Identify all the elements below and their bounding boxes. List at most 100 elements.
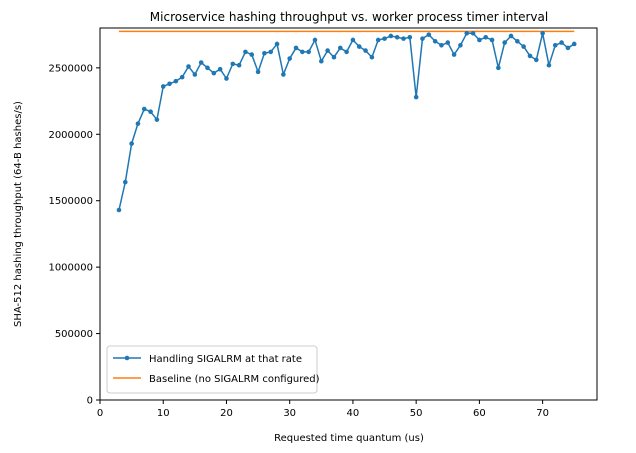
data-point xyxy=(464,31,470,36)
data-point xyxy=(350,37,356,43)
data-point xyxy=(420,36,425,41)
data-point xyxy=(122,179,128,185)
data-point xyxy=(224,76,229,81)
data-point xyxy=(458,42,463,48)
plot-frame xyxy=(99,27,598,401)
x-tick-label: 20 xyxy=(220,408,233,419)
data-point xyxy=(388,33,394,39)
data-point xyxy=(331,54,337,60)
data-point xyxy=(521,44,526,49)
data-point xyxy=(534,57,539,63)
legend-label: Handling SIGALRM at that rate xyxy=(149,354,302,365)
data-point xyxy=(382,36,387,41)
data-point xyxy=(344,49,349,55)
data-point xyxy=(211,70,217,76)
x-tick-label: 10 xyxy=(157,408,170,419)
data-point xyxy=(363,48,368,53)
data-point xyxy=(369,54,375,60)
x-axis-label: Requested time quantum (us) xyxy=(274,433,424,444)
data-point xyxy=(325,48,330,53)
x-tick-label: 70 xyxy=(536,408,549,419)
data-point xyxy=(306,49,311,55)
data-point xyxy=(413,94,419,100)
y-tick-label: 1000000 xyxy=(48,263,93,274)
data-point xyxy=(268,49,274,55)
data-point xyxy=(287,56,292,61)
data-point xyxy=(274,41,280,47)
data-point xyxy=(502,40,507,45)
legend-box xyxy=(106,345,318,394)
y-tick-label: 500000 xyxy=(55,329,93,340)
y-axis: 0 500000 1000000 1500000 2000000 2500000 xyxy=(48,63,100,407)
data-point xyxy=(160,84,166,89)
data-point xyxy=(496,65,501,71)
data-point xyxy=(356,44,362,49)
data-point xyxy=(300,49,305,55)
data-point xyxy=(255,69,261,75)
data-point xyxy=(439,42,444,48)
data-point xyxy=(186,64,191,69)
data-point xyxy=(205,65,210,71)
data-point xyxy=(375,37,381,43)
data-point xyxy=(129,141,134,146)
x-tick-label: 0 xyxy=(97,408,103,419)
data-point xyxy=(489,37,495,43)
data-point xyxy=(135,121,141,126)
data-point xyxy=(236,62,242,68)
y-tick-label: 1500000 xyxy=(48,196,93,207)
data-point xyxy=(552,42,558,48)
data-point xyxy=(173,78,179,84)
x-tick-label: 50 xyxy=(410,408,423,419)
data-point xyxy=(540,31,545,36)
x-tick-label: 40 xyxy=(347,408,360,419)
plot-area xyxy=(116,30,577,213)
data-point xyxy=(154,117,160,122)
data-point xyxy=(217,66,223,72)
data-point xyxy=(192,72,198,77)
data-point xyxy=(312,37,318,43)
data-point xyxy=(394,35,400,40)
data-point xyxy=(426,32,432,37)
data-point xyxy=(445,40,451,45)
chart-title: Microservice hashing throughput vs. work… xyxy=(150,10,548,24)
y-tick-label: 2500000 xyxy=(48,63,93,74)
data-point xyxy=(198,60,204,65)
data-point xyxy=(451,52,457,57)
data-point xyxy=(179,74,185,80)
data-point xyxy=(470,31,476,36)
data-point xyxy=(337,45,343,51)
data-point xyxy=(432,38,438,44)
data-point xyxy=(167,81,172,87)
y-axis-label: SHA-512 hashing throughput (64-B hashes/… xyxy=(13,101,24,327)
data-point xyxy=(571,41,577,47)
data-point xyxy=(477,37,482,43)
data-point xyxy=(116,207,122,213)
legend-label: Baseline (no SIGALRM configured) xyxy=(149,374,320,385)
data-point xyxy=(407,35,413,40)
data-point xyxy=(483,35,489,40)
data-point xyxy=(515,38,520,44)
series-line-0 xyxy=(118,32,575,211)
data-point xyxy=(243,49,248,55)
x-tick-label: 60 xyxy=(473,408,486,419)
data-point xyxy=(508,33,514,39)
data-point xyxy=(230,61,236,67)
data-point xyxy=(141,106,147,112)
x-axis: 0 10 20 30 40 50 60 70 xyxy=(97,400,549,419)
data-point xyxy=(281,72,286,77)
data-point xyxy=(401,36,406,41)
data-point xyxy=(527,53,533,59)
y-tick-label: 0 xyxy=(87,396,93,407)
data-point xyxy=(249,52,255,57)
data-point xyxy=(262,50,267,56)
x-tick-label: 30 xyxy=(283,408,296,419)
data-point xyxy=(565,45,571,51)
data-point xyxy=(293,45,299,51)
legend: Handling SIGALRM at that rate Baseline (n… xyxy=(106,345,320,394)
legend-marker xyxy=(124,355,130,361)
data-point xyxy=(559,40,564,45)
data-point xyxy=(148,109,153,114)
data-point xyxy=(546,62,552,68)
data-point xyxy=(319,58,324,64)
